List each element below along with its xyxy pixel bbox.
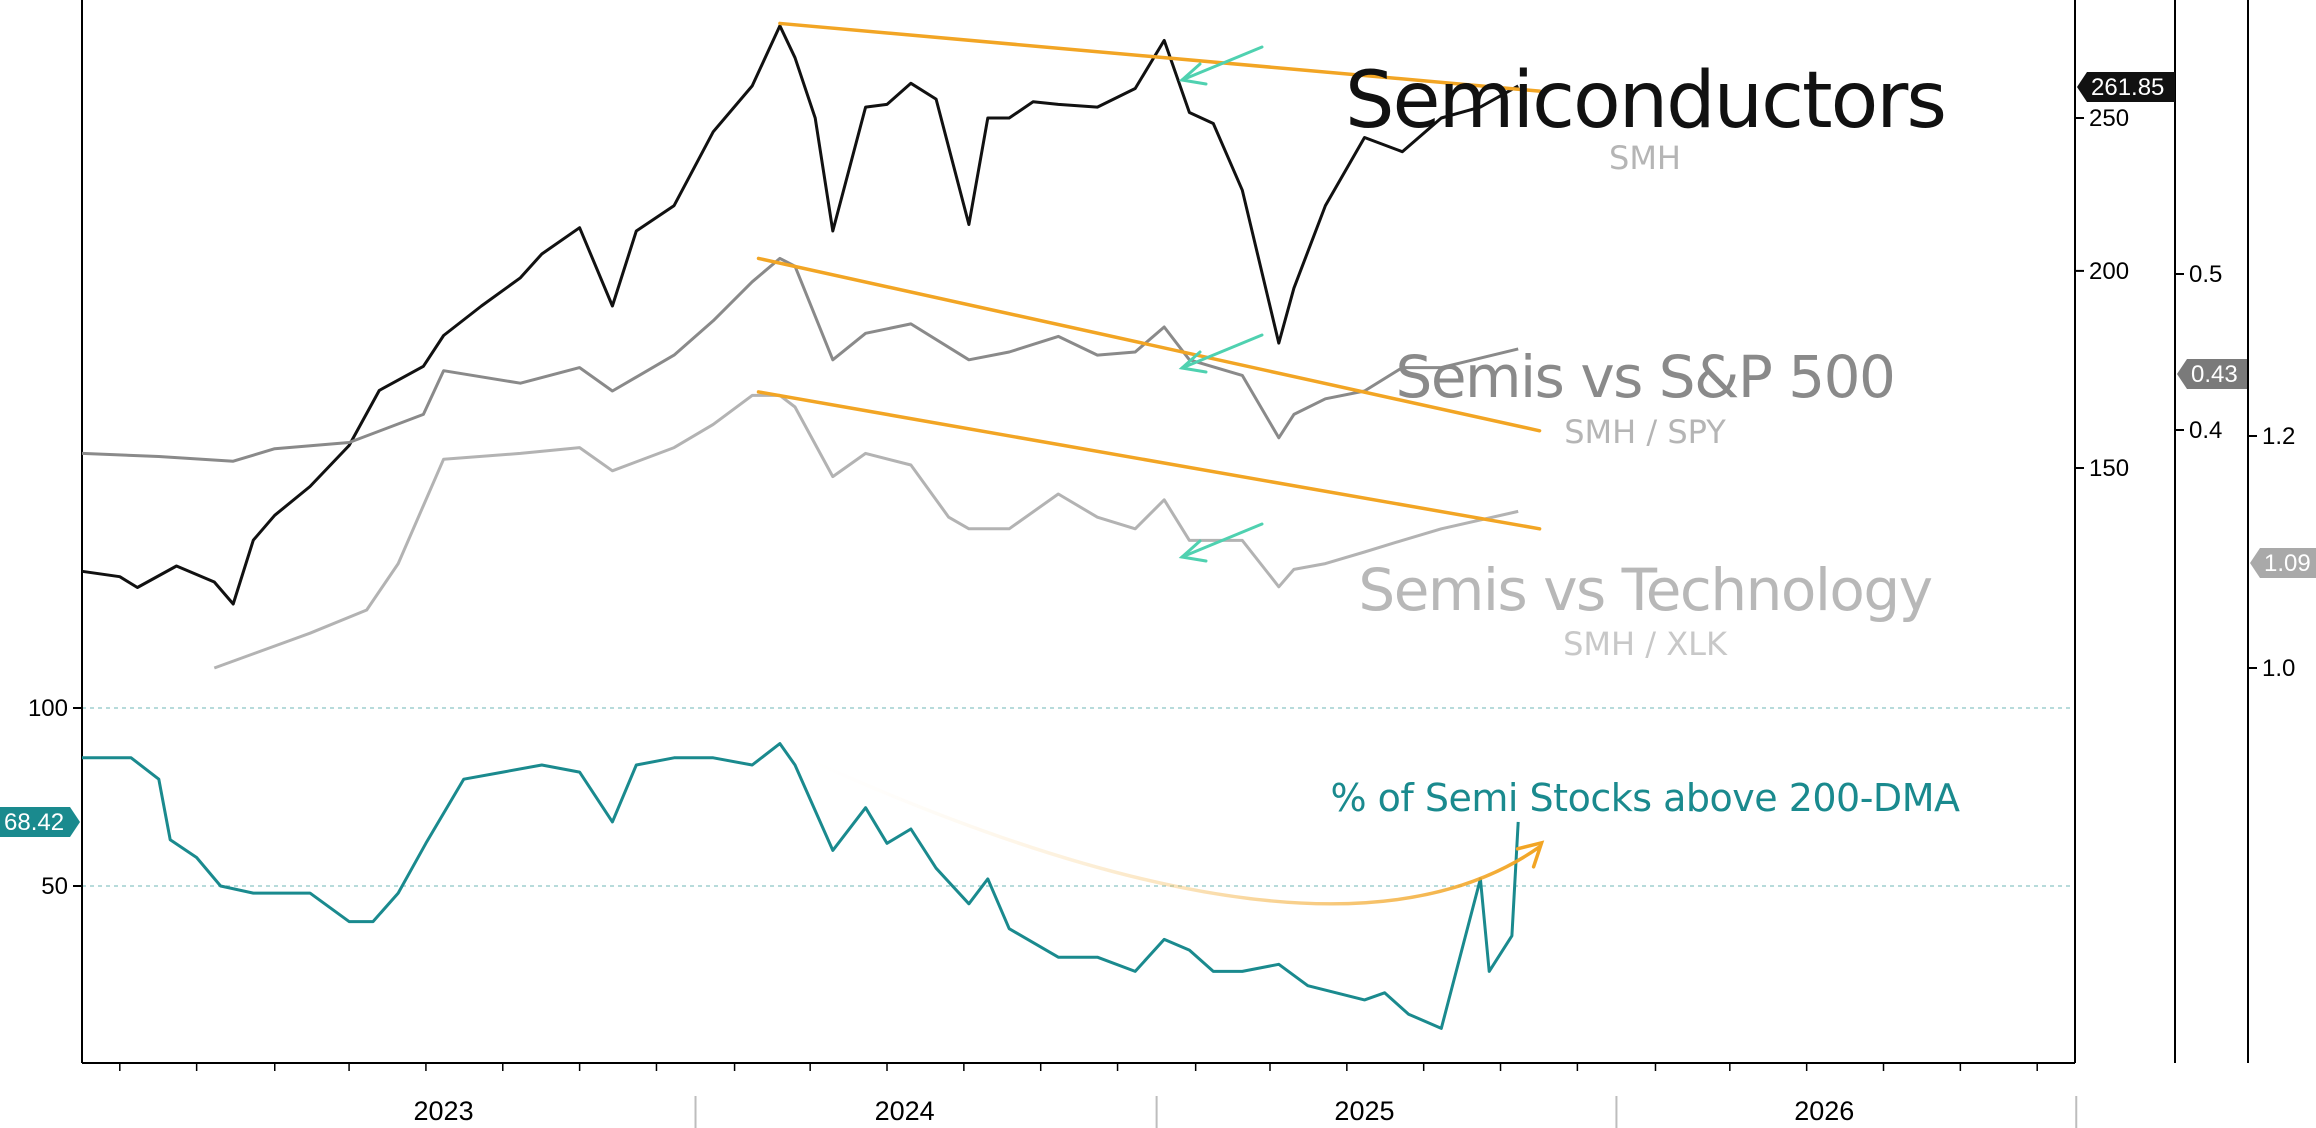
ytick-label-smh-150: 150 xyxy=(2089,455,2129,482)
arrow-smh-icon xyxy=(1178,45,1264,86)
trendline-smh_spy xyxy=(756,256,1542,433)
curved-arrow-head-icon xyxy=(1515,840,1545,869)
ytick-label-breadth-50: 50 xyxy=(41,873,68,900)
last-value-tag-smh-box xyxy=(2077,72,2175,102)
last-value-tag-smh-spy-label: 0.43 xyxy=(2191,361,2238,388)
last-value-tag-smh-label: 261.85 xyxy=(2091,74,2164,101)
title-semis-vs-sp500: Semis vs S&P 500 xyxy=(1396,343,1895,411)
panel-titles: Semiconductors SMH Semis vs S&P 500 SMH … xyxy=(1331,56,1961,820)
year-label-2026: 2026 xyxy=(1794,1096,1854,1126)
trendline-layer xyxy=(756,21,1545,906)
last-value-tag-breadth-box xyxy=(0,807,80,837)
y-axes: 150 200 250 0.4 0.5 1.0 1.2 50 100 xyxy=(28,105,2295,900)
x-axis: 2023 2024 2025 2026 xyxy=(119,1063,2078,1128)
ytick-label-smh_xlk-1.2: 1.2 xyxy=(2262,423,2295,450)
last-value-tag-smh-spy-box xyxy=(2177,359,2247,389)
arrow-smh-xlk-icon xyxy=(1178,522,1264,563)
series-line-smh xyxy=(81,24,1519,606)
ytick-label-smh_spy-0.4: 0.4 xyxy=(2189,417,2222,444)
trendline-smh xyxy=(778,21,1542,93)
subtitle-smh-spy: SMH / SPY xyxy=(1564,413,1726,451)
ytick-label-smh-200: 200 xyxy=(2089,258,2129,285)
trendline-smh_xlk xyxy=(756,390,1542,531)
last-value-tag-smh-xlk-label: 1.09 xyxy=(2264,550,2311,577)
ytick-label-smh_xlk-1: 1.0 xyxy=(2262,655,2295,682)
last-value-tag-breadth-label: 68.42 xyxy=(4,809,64,836)
axis-layer xyxy=(81,0,2249,1064)
year-label-2023: 2023 xyxy=(414,1096,474,1126)
series-line-breadth xyxy=(82,742,1520,1030)
subtitle-smh: SMH xyxy=(1609,139,1681,177)
title-breadth: % of Semi Stocks above 200-DMA xyxy=(1331,776,1960,820)
ytick-label-breadth-100: 100 xyxy=(28,695,68,722)
arrow-smh-spy-icon xyxy=(1178,333,1264,374)
series-line-smh_spy xyxy=(81,256,1519,463)
series-layer xyxy=(81,24,1520,1030)
series-line-smh_xlk xyxy=(213,393,1519,670)
ytick-label-smh-250: 250 xyxy=(2089,105,2129,132)
last-value-tag-smh-xlk-box xyxy=(2250,548,2316,578)
ytick-label-smh_spy-0.5: 0.5 xyxy=(2189,261,2222,288)
last-value-tags: 261.85 0.43 1.09 68.42 xyxy=(0,72,2316,837)
subtitle-smh-xlk: SMH / XLK xyxy=(1563,625,1728,663)
title-semiconductors: Semiconductors xyxy=(1345,56,1945,146)
title-semis-vs-technology: Semis vs Technology xyxy=(1358,556,1931,624)
curved-trend-arrow xyxy=(788,749,1541,906)
year-label-2024: 2024 xyxy=(875,1096,935,1126)
year-label-2025: 2025 xyxy=(1334,1096,1394,1126)
arrow-layer xyxy=(1178,45,1264,563)
